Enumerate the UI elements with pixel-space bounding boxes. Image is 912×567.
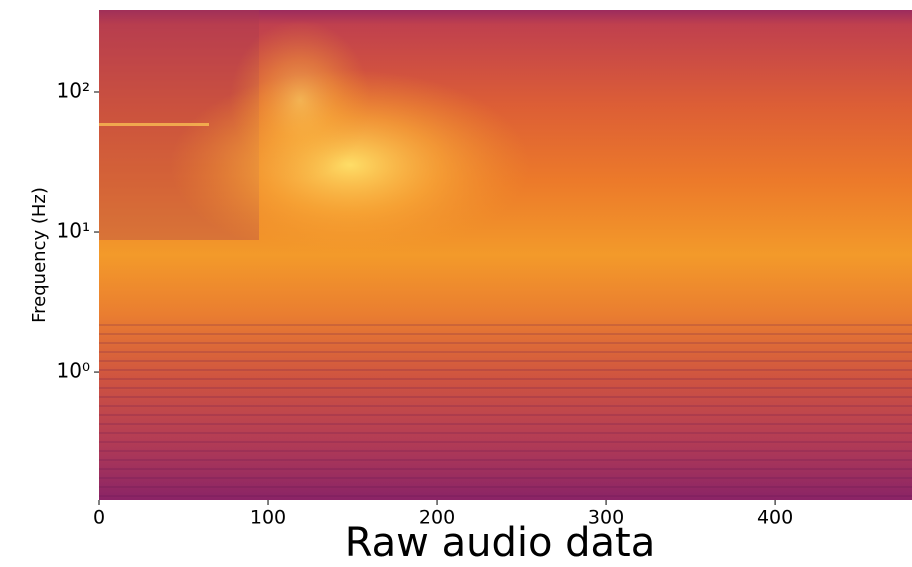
x-tick-label: 0: [93, 507, 105, 529]
x-tick-label: 100: [250, 507, 286, 529]
y-axis-label: Frequency (Hz): [29, 187, 50, 323]
x-tick-label: 300: [588, 507, 624, 529]
spectrogram-image: [99, 10, 912, 500]
y-tick-label: 10²: [57, 78, 90, 102]
x-axis-label: Raw audio data: [345, 520, 656, 566]
x-tick-label: 200: [419, 507, 455, 529]
y-tick-label: 10¹: [57, 219, 90, 243]
x-tick-label: 400: [757, 507, 793, 529]
y-tick-label: 10⁰: [57, 359, 90, 383]
